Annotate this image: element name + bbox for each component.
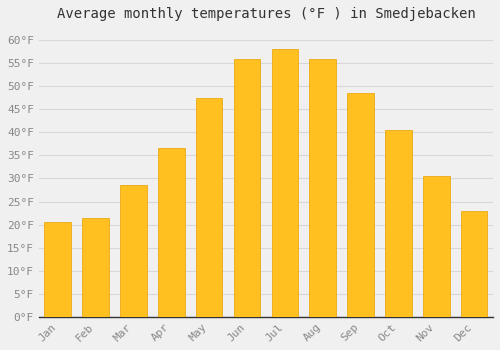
Bar (461, 211, 487, 317)
Title: Average monthly temperatures (°F ) in Smedjebacken: Average monthly temperatures (°F ) in Sm… (56, 7, 476, 21)
Bar (272, 49, 298, 317)
Bar (385, 130, 411, 317)
Bar (196, 98, 222, 317)
Bar (310, 58, 336, 317)
Bar (158, 148, 184, 317)
Bar (423, 176, 450, 317)
Bar (234, 58, 260, 317)
Bar (348, 93, 374, 317)
Bar (44, 222, 71, 317)
Bar (120, 186, 146, 317)
Bar (82, 218, 109, 317)
